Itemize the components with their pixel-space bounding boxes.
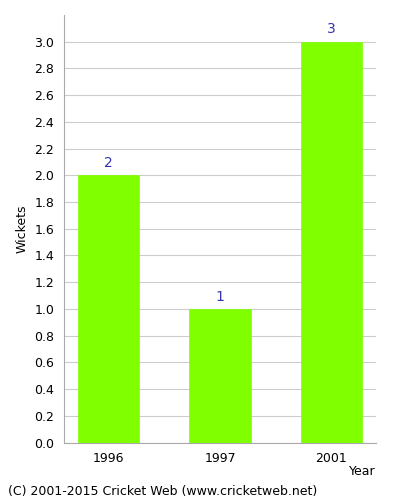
Text: 2: 2 — [104, 156, 113, 170]
Bar — [78, 176, 139, 442]
Text: 1: 1 — [216, 290, 224, 304]
Text: (C) 2001-2015 Cricket Web (www.cricketweb.net): (C) 2001-2015 Cricket Web (www.cricketwe… — [8, 484, 317, 498]
Y-axis label: Wickets: Wickets — [16, 204, 29, 253]
Bar — [301, 42, 362, 442]
Text: Year: Year — [349, 465, 376, 478]
Bar — [190, 309, 250, 442]
Text: 3: 3 — [327, 22, 336, 36]
